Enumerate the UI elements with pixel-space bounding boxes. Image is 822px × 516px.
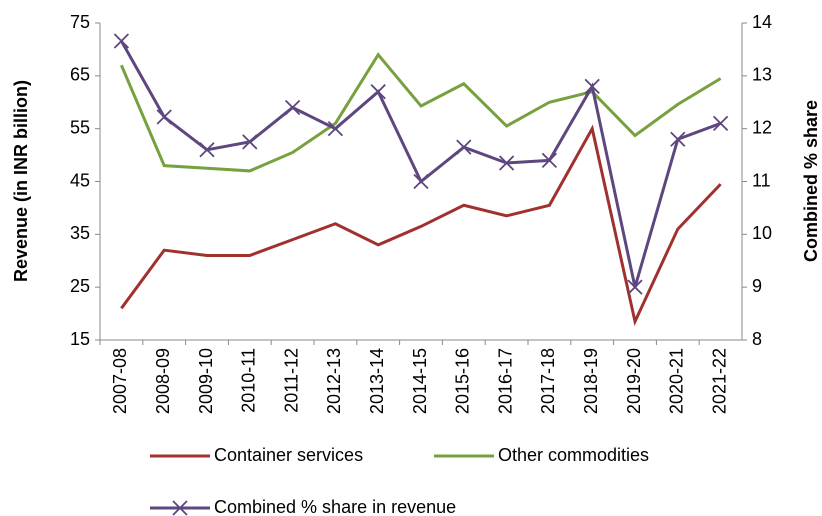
y-axis-label: Revenue (in INR billion)	[11, 80, 31, 282]
legend-label: Combined % share in revenue	[214, 497, 456, 516]
marker	[242, 134, 258, 150]
marker	[199, 142, 215, 158]
marker	[541, 152, 558, 169]
y-tick-label: 15	[70, 329, 90, 349]
legend-label: Other commodities	[498, 445, 649, 465]
marker	[584, 78, 600, 95]
x-tick-label: 2021-22	[709, 348, 729, 414]
y2-tick-label: 12	[752, 117, 772, 137]
y-tick-label: 65	[70, 65, 90, 85]
marker	[413, 173, 429, 190]
legend-label: Container services	[214, 445, 363, 465]
x-tick-label: 2007-08	[110, 348, 130, 414]
y-tick-label: 25	[70, 276, 90, 296]
marker	[156, 109, 172, 125]
series-line	[120, 52, 722, 173]
x-tick-label: 2017-18	[538, 348, 558, 414]
y2-tick-label: 8	[752, 329, 762, 349]
legend-marker	[172, 500, 188, 516]
marker	[670, 131, 686, 147]
marker	[284, 99, 301, 116]
y2-tick-label: 14	[752, 12, 772, 32]
y2-tick-label: 13	[752, 65, 772, 85]
y2-axis-label: Combined % share	[801, 100, 821, 262]
marker	[627, 279, 643, 295]
x-tick-label: 2020-21	[667, 348, 687, 414]
x-tick-label: 2010-11	[239, 348, 259, 413]
y-tick-label: 35	[70, 223, 90, 243]
y2-tick-label: 11	[752, 170, 771, 190]
x-tick-label: 2011-12	[281, 348, 301, 413]
x-tick-label: 2016-17	[495, 348, 515, 414]
marker	[712, 115, 729, 132]
x-tick-label: 2008-09	[153, 348, 173, 414]
x-tick-label: 2015-16	[453, 348, 473, 414]
series-line	[120, 40, 722, 288]
x-tick-label: 2013-14	[367, 348, 387, 414]
y-tick-label: 45	[70, 170, 90, 190]
y2-tick-label: 10	[752, 223, 772, 243]
x-tick-label: 2009-10	[196, 348, 216, 414]
y2-tick-label: 9	[752, 276, 762, 296]
y-tick-label: 55	[70, 117, 90, 137]
marker	[498, 155, 515, 171]
x-tick-label: 2012-13	[324, 348, 344, 414]
marker	[456, 139, 472, 155]
marker	[370, 84, 386, 100]
marker	[113, 33, 130, 49]
x-tick-label: 2014-15	[410, 348, 430, 414]
x-tick-label: 2019-20	[624, 348, 644, 414]
x-tick-label: 2018-19	[581, 348, 601, 414]
series-line	[120, 124, 722, 327]
marker	[327, 121, 344, 137]
y-tick-label: 75	[70, 12, 90, 32]
